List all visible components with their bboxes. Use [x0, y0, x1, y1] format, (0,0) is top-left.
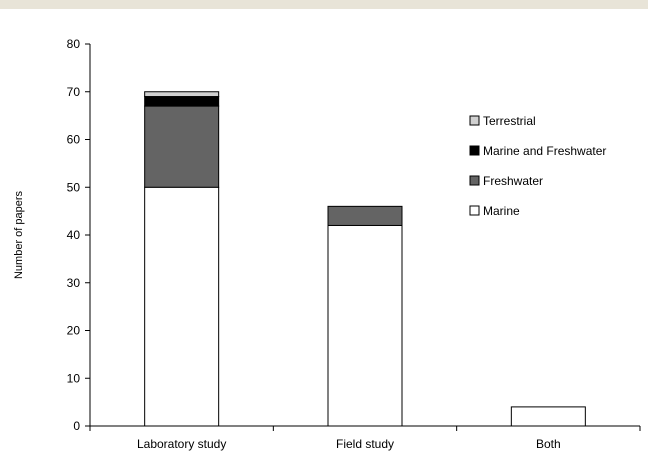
y-tick-label: 60 [67, 133, 81, 147]
bar-marine-and-freshwater-laboratory-study [144, 96, 220, 107]
y-tick-label: 30 [67, 276, 81, 290]
legend-swatch-freshwater [469, 175, 480, 186]
bar-marine-laboratory-study [144, 186, 220, 427]
bar-freshwater-field-study [327, 205, 403, 226]
x-category-label: Laboratory study [137, 437, 226, 451]
x-category-label: Field study [336, 437, 394, 451]
y-axis-label: Number of papers [13, 190, 25, 279]
bar-freshwater-laboratory-study [144, 105, 220, 188]
y-tick-label: 40 [67, 228, 81, 242]
legend-swatch-marine [469, 205, 480, 216]
x-category-label: Both [536, 437, 561, 451]
bar-marine-field-study [327, 224, 403, 427]
top-band [0, 0, 648, 9]
legend: Terrestrial Marine and Freshwater Freshwat… [469, 114, 606, 218]
bar-terrestrial-laboratory-study [144, 91, 220, 98]
legend-label-marine-and-freshwater: Marine and Freshwater [483, 144, 606, 158]
y-tick-label: 0 [73, 419, 80, 433]
y-tick-label: 70 [67, 85, 81, 99]
y-tick-label: 50 [67, 180, 81, 194]
y-tick-label: 20 [67, 324, 81, 338]
bar-marine-both [510, 406, 586, 427]
legend-swatch-marine-and-freshwater [469, 145, 480, 156]
legend-label-marine: Marine [483, 204, 520, 218]
legend-swatch-terrestrial [469, 115, 480, 126]
y-tick-label: 80 [67, 37, 81, 51]
y-tick-label: 10 [67, 371, 81, 385]
axes-layer: 0 10 20 30 40 50 60 70 80 Laboratory study Field s… [67, 37, 641, 451]
legend-label-freshwater: Freshwater [483, 174, 543, 188]
legend-label-terrestrial: Terrestrial [483, 114, 536, 128]
bars-layer [144, 91, 586, 427]
